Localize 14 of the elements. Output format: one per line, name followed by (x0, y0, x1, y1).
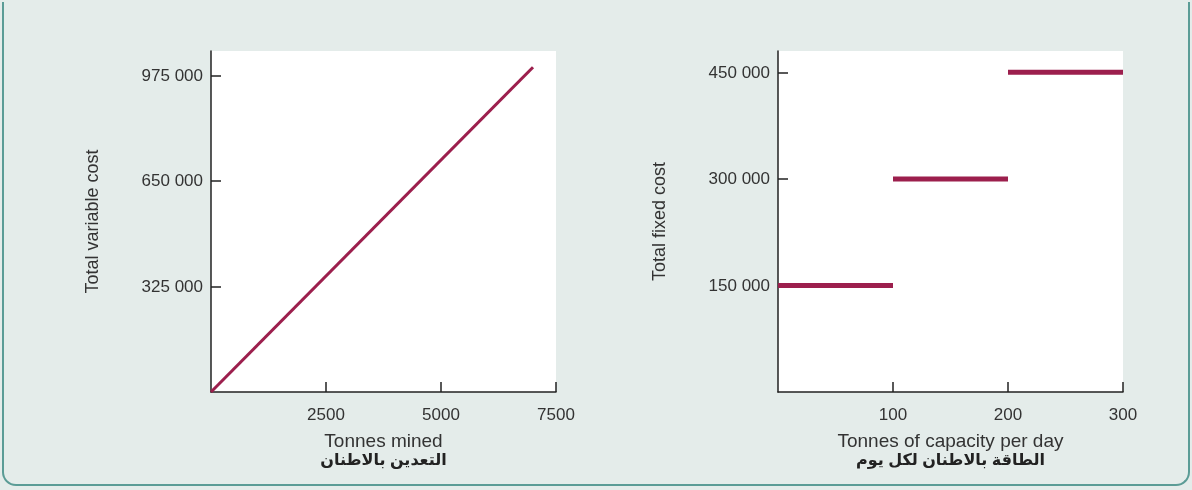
y-tick-label: 450 000 (708, 62, 770, 82)
y-tick-label: 975 000 (141, 65, 203, 85)
y-tick-label: 650 000 (141, 171, 203, 191)
x-tick-label: 7500 (537, 405, 575, 424)
y-axis-title: Total variable cost (82, 149, 102, 294)
x-tick-label: 300 (1108, 405, 1138, 424)
y-axis-title: Total fixed cost (649, 161, 669, 282)
y-tick-label: 300 000 (708, 169, 770, 189)
x-tick-label: 2500 (307, 405, 345, 424)
x-tick-label: 100 (878, 405, 908, 424)
x-tick-label: 200 (993, 405, 1023, 424)
y-tick-label: 325 000 (141, 276, 203, 296)
x-tick-label: 5000 (422, 405, 460, 424)
y-tick-label: 150 000 (708, 275, 770, 295)
